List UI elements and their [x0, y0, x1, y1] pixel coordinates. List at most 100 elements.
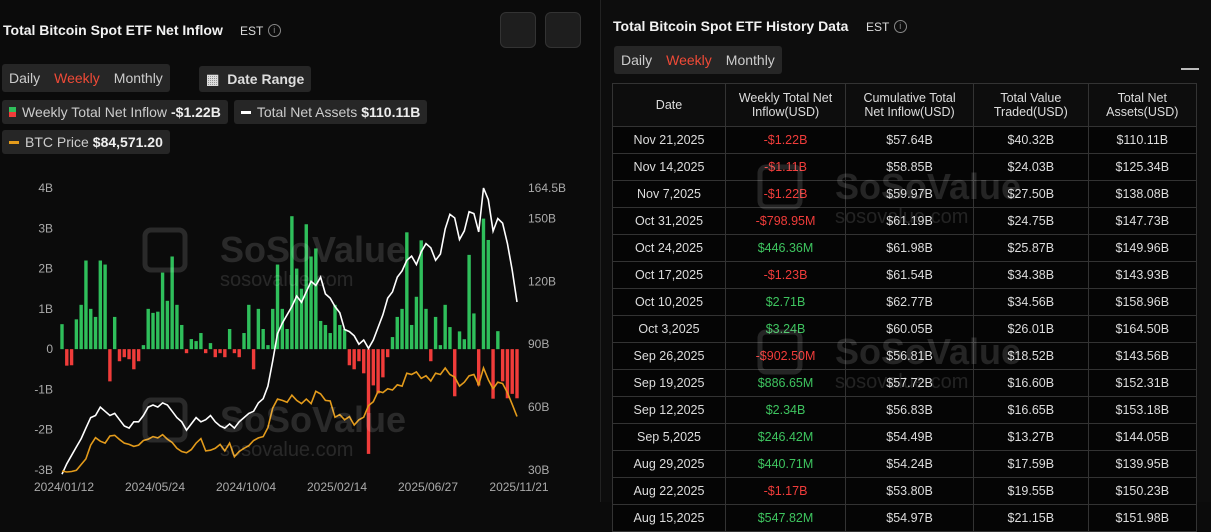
bar	[443, 304, 447, 350]
bar	[60, 324, 64, 350]
bar	[467, 254, 471, 350]
period-tabs: Daily Weekly Monthly	[614, 46, 782, 74]
timezone: EST i	[866, 18, 907, 36]
column-header: Cumulative Total Net Inflow(USD)	[845, 83, 975, 127]
table-cell: $54.24B	[845, 450, 975, 478]
table-cell: $144.05B	[1087, 423, 1198, 451]
tab[interactable]: Weekly	[54, 70, 100, 86]
table-cell: $34.38B	[973, 261, 1089, 289]
bar	[184, 349, 189, 354]
table-cell: Aug 22,2025	[612, 477, 726, 505]
table-row: Nov 14,2025 -$1.11B $58.85B $24.03B $125.34B	[612, 153, 1198, 181]
bar	[232, 349, 237, 354]
bar	[438, 345, 443, 350]
table-body: Nov 21,2025 -$1.22B $57.64B $40.32B $110.11B…	[612, 126, 1198, 532]
x-tick-label: 2025/02/14	[307, 480, 367, 494]
tab[interactable]: Monthly	[725, 52, 775, 68]
table-row: Oct 24,2025 $446.36M $61.98B $25.87B $149.96…	[612, 234, 1198, 262]
table-cell: $3.24B	[724, 315, 847, 343]
legend-value: $110.11B	[361, 104, 421, 120]
y-tick-label: 3B	[38, 221, 53, 235]
bar	[208, 343, 213, 350]
bar	[390, 337, 395, 350]
timezone-label: EST	[240, 24, 264, 38]
timezone: EST i	[240, 22, 281, 40]
bar	[223, 349, 227, 358]
tab[interactable]: Daily	[621, 52, 653, 68]
table-cell: $150.23B	[1087, 477, 1198, 505]
download-button[interactable]	[1181, 50, 1199, 70]
share-button[interactable]	[545, 12, 581, 48]
fullscreen-button[interactable]	[500, 12, 536, 48]
column-header: Total Value Traded(USD)	[973, 83, 1089, 127]
table-cell: $446.36M	[724, 234, 847, 262]
legend-value: $84,571.20	[92, 134, 163, 150]
table-cell: $21.15B	[973, 504, 1089, 532]
bar	[414, 296, 419, 350]
info-icon[interactable]: i	[267, 24, 281, 38]
x-tick-label: 2024/01/12	[34, 480, 94, 494]
tab[interactable]: Weekly	[666, 52, 712, 68]
table-cell: $152.31B	[1087, 369, 1198, 397]
y2-tick-label: 60B	[528, 400, 549, 414]
bar	[491, 349, 495, 399]
table-cell: $547.82M	[724, 504, 847, 532]
bar	[146, 308, 150, 350]
bar	[371, 349, 376, 386]
legend-label: Total Net Assets	[256, 104, 358, 120]
table-cell: $138.08B	[1087, 180, 1198, 208]
y2-tick-label: 120B	[528, 274, 556, 288]
legend-row: BTC Price $84,571.20	[2, 130, 598, 154]
legend-icon	[9, 140, 19, 144]
legend-value: -$1.22B	[171, 104, 221, 120]
bar	[108, 349, 112, 382]
line-series	[61, 365, 518, 473]
table-cell: $56.81B	[845, 342, 975, 370]
bar	[352, 349, 356, 370]
table-cell: Sep 26,2025	[612, 342, 726, 370]
info-icon[interactable]: i	[893, 20, 907, 34]
date-range-button[interactable]: ▦ Date Range	[199, 66, 312, 92]
bar	[242, 333, 246, 350]
bar	[309, 256, 313, 350]
bar	[424, 308, 428, 350]
bar	[357, 349, 361, 362]
table-cell: -$1.22B	[724, 126, 847, 154]
y2-tick-label: 164.5B	[528, 181, 566, 195]
bar	[333, 304, 337, 350]
table-row: Sep 19,2025 $886.65M $57.72B $16.60B $152.31…	[612, 369, 1198, 397]
tab[interactable]: Daily	[9, 70, 41, 86]
bar	[362, 349, 366, 374]
y-tick-label: 1B	[38, 302, 53, 316]
bar	[515, 349, 519, 399]
table-cell: Sep 5,2025	[612, 423, 726, 451]
table-cell: $16.65B	[973, 396, 1089, 424]
bar	[481, 218, 486, 350]
bar	[496, 331, 500, 350]
bar	[112, 316, 117, 350]
bar	[103, 264, 107, 350]
bar	[385, 349, 390, 358]
bar	[486, 239, 490, 350]
table-cell: $139.95B	[1087, 450, 1198, 478]
bar	[304, 224, 308, 350]
table-cell: $13.27B	[973, 423, 1089, 451]
bar	[400, 308, 404, 350]
column-header: Total Net Assets(USD)	[1087, 83, 1198, 127]
table-cell: -$1.17B	[724, 477, 847, 505]
tab[interactable]: Monthly	[113, 70, 163, 86]
table-row: Aug 15,2025 $547.82M $54.97B $21.15B $151.98…	[612, 504, 1198, 532]
bar	[280, 308, 285, 350]
table-cell: $149.96B	[1087, 234, 1198, 262]
table-cell: $2.71B	[724, 288, 847, 316]
legend-icon	[240, 110, 251, 114]
bar	[136, 349, 141, 362]
legend-icon	[9, 107, 16, 117]
panel-title: Total Bitcoin Spot ETF History Data	[613, 18, 849, 34]
bar	[429, 349, 433, 362]
bar	[338, 324, 342, 350]
table-cell: $151.98B	[1087, 504, 1198, 532]
bar	[194, 341, 198, 350]
bar	[180, 324, 184, 350]
bar	[251, 349, 256, 370]
